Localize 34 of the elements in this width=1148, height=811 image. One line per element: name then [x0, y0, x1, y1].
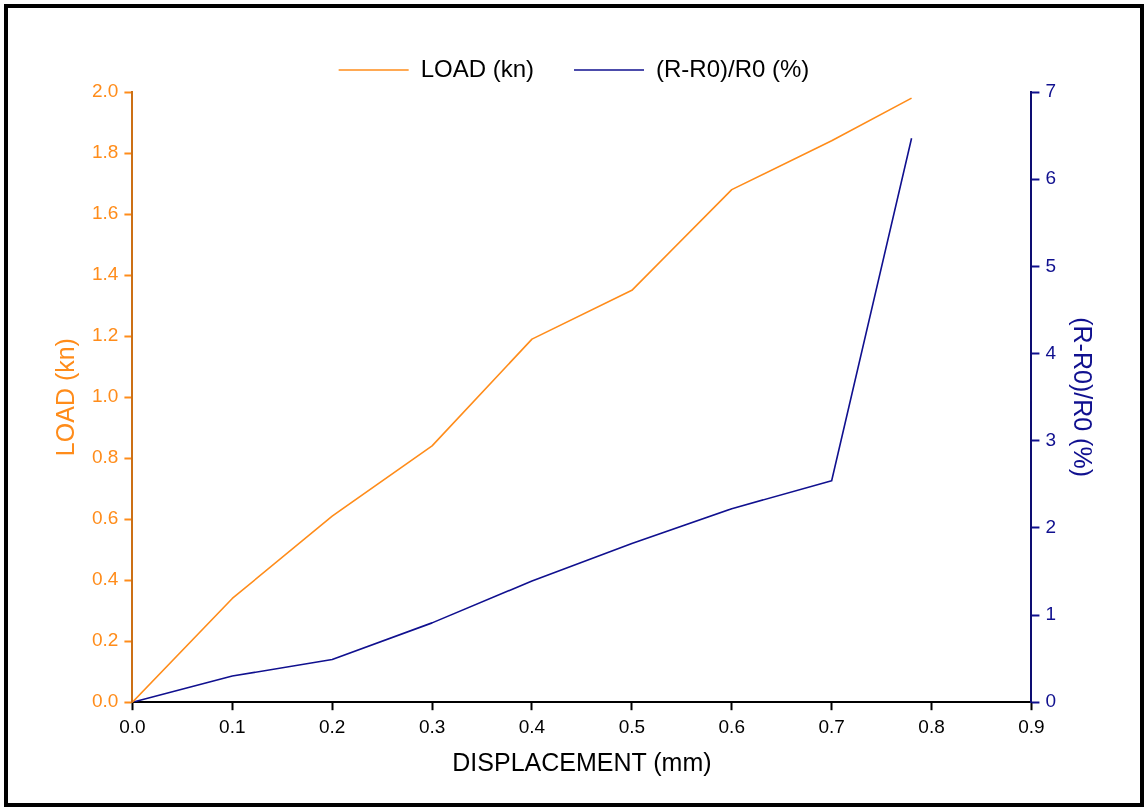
x-tick-label: 0.0	[119, 715, 146, 737]
y-tick-label: 1.8	[91, 141, 119, 163]
x-tick-label: 0.9	[1018, 715, 1045, 737]
x-tick-label: 0.1	[219, 715, 246, 737]
y2-axis-title: (R-R0)/R0 (%)	[1069, 317, 1098, 477]
x-tick-label: 0.4	[518, 715, 546, 737]
x-tick-label: 0.5	[618, 715, 646, 737]
y2-tick-label: 0	[1045, 690, 1057, 712]
x-axis-title: DISPLACEMENT (mm)	[452, 747, 712, 776]
x-tick-label: 0.2	[318, 715, 346, 737]
x-tick-label: 0.7	[818, 715, 845, 737]
y-tick-label: 0.6	[91, 507, 119, 529]
y2-tick-label: 1	[1045, 603, 1057, 625]
y-tick-label: 2.0	[91, 80, 119, 102]
y-tick-label: 0.4	[91, 568, 119, 590]
y2-tick-label: 4	[1045, 341, 1057, 363]
x-tick-label: 0.6	[718, 715, 745, 737]
legend-label: (R-R0)/R0 (%)	[656, 54, 810, 82]
y2-tick-label: 7	[1045, 80, 1057, 102]
y2-tick-label: 5	[1045, 254, 1057, 276]
legend-label: LOAD (kn)	[420, 54, 535, 82]
x-tick-label: 0.8	[918, 715, 945, 737]
y-axis-title: LOAD (kn)	[50, 338, 79, 457]
y-tick-label: 0.2	[91, 629, 119, 651]
x-tick-label: 0.3	[418, 715, 446, 737]
y2-tick-label: 3	[1045, 428, 1057, 450]
y2-tick-label: 2	[1045, 516, 1057, 538]
y-tick-label: 1.2	[91, 324, 119, 346]
y-tick-label: 0.8	[91, 446, 119, 468]
y-tick-label: 1.0	[91, 385, 119, 407]
y-tick-label: 1.4	[91, 263, 119, 285]
y2-tick-label: 6	[1045, 167, 1057, 189]
y-tick-label: 0.0	[91, 690, 119, 712]
y-tick-label: 1.6	[91, 202, 119, 224]
